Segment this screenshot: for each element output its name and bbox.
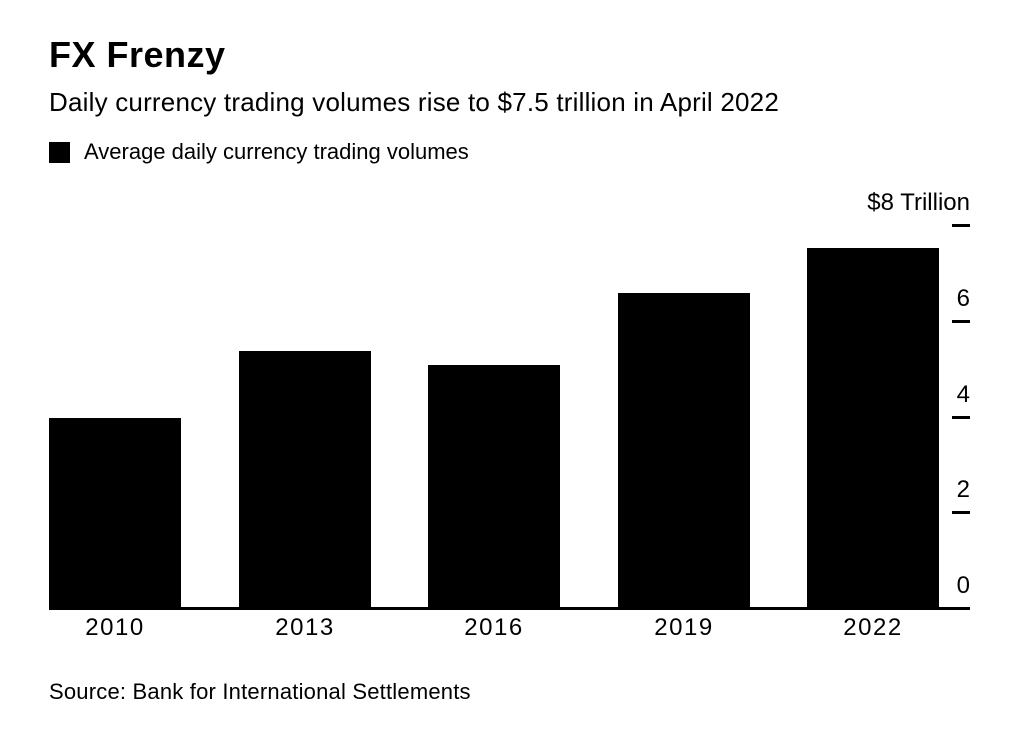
x-tick-label-2016: 2016 (464, 614, 524, 641)
legend-label: Average daily currency trading volumes (84, 139, 469, 164)
bar-2013 (239, 351, 371, 608)
x-tick-label-2010: 2010 (85, 614, 145, 641)
y-tick-dash-6 (952, 320, 970, 323)
x-tick-label-2013: 2013 (275, 614, 335, 641)
y-tick-label-8: $8 Trillion (867, 189, 970, 216)
chart-subtitle: Daily currency trading volumes rise to $… (49, 87, 779, 117)
bar-2016 (428, 365, 560, 608)
x-tick-label-2019: 2019 (654, 614, 714, 641)
source-attribution: Source: Bank for International Settlemen… (49, 679, 471, 704)
bar-2010 (49, 418, 181, 608)
bar-2022 (807, 248, 939, 608)
chart-title: FX Frenzy (49, 34, 226, 75)
bar-2019 (618, 293, 750, 608)
y-tick-label-2: 2 (956, 476, 970, 503)
x-tick-label-2022: 2022 (843, 614, 903, 641)
legend: Average daily currency trading volumes (49, 141, 469, 163)
y-tick-dash-4 (952, 416, 970, 419)
legend-swatch-icon (49, 141, 70, 163)
x-axis-line (49, 607, 970, 610)
y-tick-dash-8 (952, 224, 970, 227)
y-tick-label-4: 4 (956, 381, 970, 408)
y-tick-label-6: 6 (956, 285, 970, 312)
y-tick-dash-2 (952, 511, 970, 514)
y-tick-label-0: 0 (956, 572, 970, 599)
